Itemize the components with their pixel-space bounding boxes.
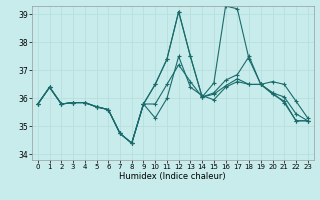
X-axis label: Humidex (Indice chaleur): Humidex (Indice chaleur) — [119, 172, 226, 181]
